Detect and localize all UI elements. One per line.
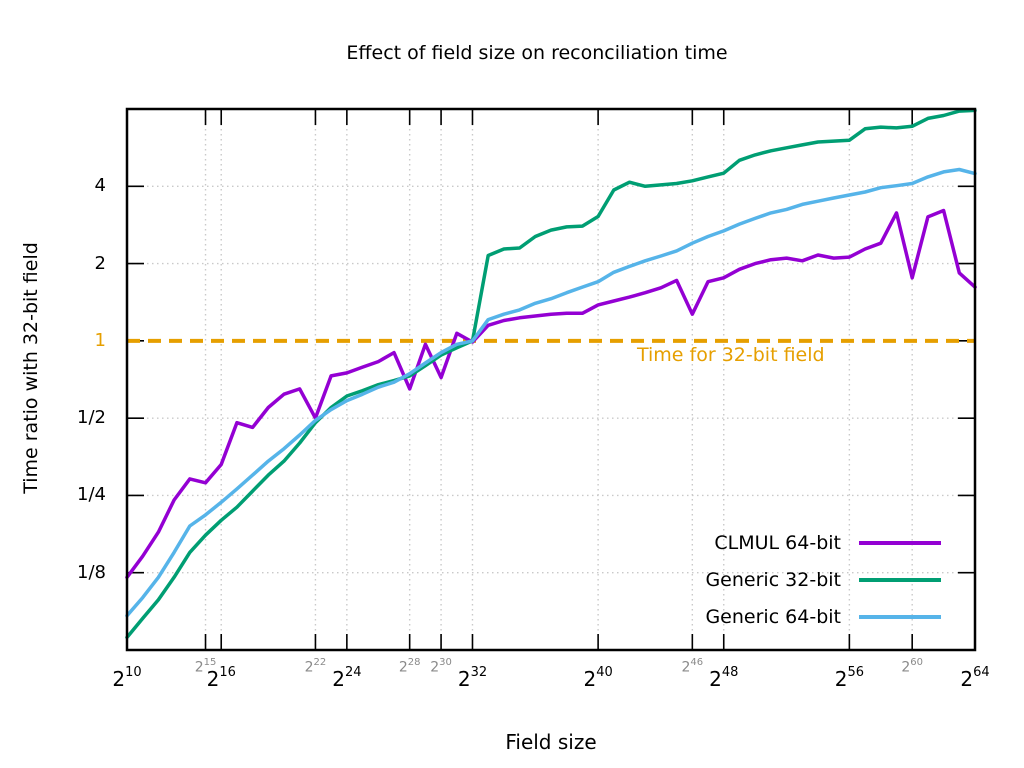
y-tick-label: 1/4 [77, 484, 106, 506]
y-tick-label: 1 [94, 329, 106, 351]
x-tick-label: 260 [901, 657, 923, 676]
y-tick-label: 4 [94, 175, 106, 197]
legend-line-swatch [859, 578, 941, 582]
x-tick-label: 210 [112, 665, 142, 691]
series-line-clmul-64-bit [125, 208, 977, 580]
x-tick-label: 222 [304, 657, 327, 676]
series-line-generic-64-bit [125, 167, 977, 618]
legend-item: CLMUL 64-bit [705, 531, 941, 555]
y-tick-label: 1/8 [77, 561, 106, 583]
x-tick-label: 248 [709, 665, 739, 691]
x-tick-label: 232 [457, 665, 488, 691]
x-tick-label: 215 [194, 657, 217, 676]
x-tick-label: 256 [834, 665, 864, 691]
x-axis-title: Field size [505, 730, 597, 754]
reference-line-label: Time for 32-bit field [637, 344, 825, 366]
x-tick-label: 230 [430, 657, 452, 676]
legend-line-swatch [859, 541, 941, 545]
legend-label: Generic 32-bit [705, 569, 841, 591]
x-tick-label: 246 [681, 657, 704, 676]
plot-border [125, 107, 977, 652]
x-tick-label: 228 [398, 657, 421, 676]
x-tick-label: 264 [960, 665, 990, 691]
chart-title: Effect of field size on reconciliation t… [346, 42, 728, 64]
series-line-generic-32-bit [125, 108, 977, 640]
legend-label: CLMUL 64-bit [714, 532, 841, 554]
legend-item: Generic 32-bit [705, 568, 941, 592]
legend: CLMUL 64-bit Generic 32-bit Generic 64-bit [705, 531, 941, 642]
y-tick-label: 1/2 [77, 407, 106, 429]
x-tick-label: 224 [332, 665, 362, 691]
x-tick-label: 240 [583, 665, 613, 691]
legend-line-swatch [859, 615, 941, 619]
x-tick-label: 216 [206, 665, 236, 691]
legend-label: Generic 64-bit [705, 606, 841, 628]
y-tick-label: 2 [94, 252, 106, 274]
legend-item: Generic 64-bit [705, 605, 941, 629]
